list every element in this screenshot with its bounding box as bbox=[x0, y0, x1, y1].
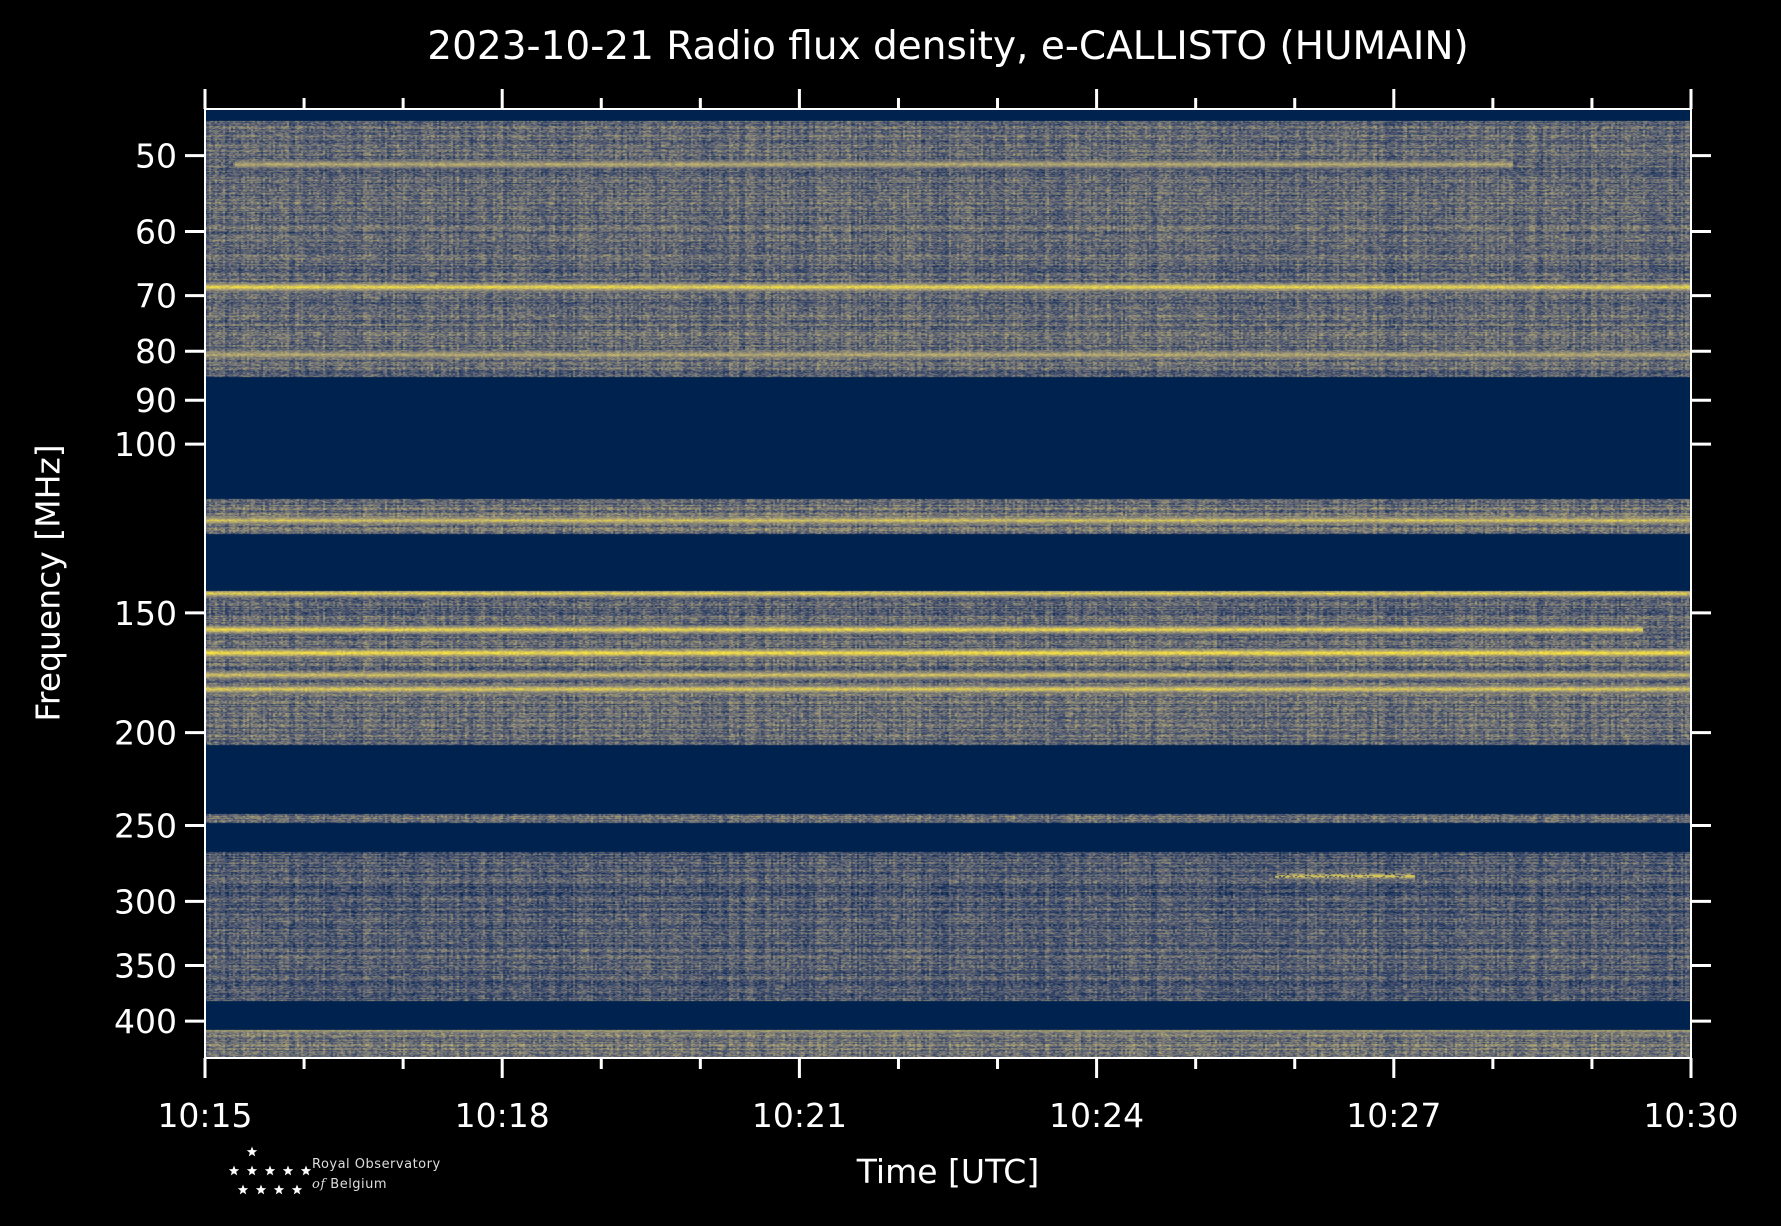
y-tick-label: 150 bbox=[114, 594, 177, 633]
logo-line-2: Belgium bbox=[330, 1177, 388, 1192]
star-icon bbox=[228, 1165, 240, 1176]
x-tick-label: 10:30 bbox=[1643, 1096, 1738, 1135]
y-tick-label: 300 bbox=[114, 882, 177, 921]
star-icon bbox=[255, 1184, 267, 1195]
x-tick-label: 10:24 bbox=[1049, 1096, 1144, 1135]
x-tick-label: 10:27 bbox=[1346, 1096, 1441, 1135]
logo-text: Royal Observatory of Belgium bbox=[312, 1155, 441, 1195]
y-tick-label: 90 bbox=[135, 381, 177, 420]
x-tick-label: 10:18 bbox=[455, 1096, 550, 1135]
royal-observatory-stars-logo-icon bbox=[228, 1146, 312, 1195]
x-tick-label: 10:15 bbox=[157, 1096, 252, 1135]
star-icon bbox=[273, 1184, 285, 1195]
star-icon bbox=[237, 1184, 249, 1195]
y-axis-label: Frequency [MHz] bbox=[28, 444, 68, 722]
y-tick-label: 200 bbox=[114, 714, 177, 753]
y-tick-label: 400 bbox=[114, 1002, 177, 1041]
star-icon bbox=[300, 1165, 312, 1176]
y-tick-label: 350 bbox=[114, 946, 177, 985]
y-tick-label: 250 bbox=[114, 806, 177, 845]
spectrogram-heatmap bbox=[205, 109, 1691, 1058]
chart-title: 2023-10-21 Radio flux density, e-CALLIST… bbox=[427, 24, 1469, 69]
star-icon bbox=[291, 1184, 303, 1195]
x-axis-label: Time [UTC] bbox=[856, 1152, 1040, 1191]
x-tick-label: 10:21 bbox=[752, 1096, 847, 1135]
spectrogram-plot-area bbox=[205, 109, 1691, 1058]
y-tick-label: 70 bbox=[135, 277, 177, 316]
star-icon bbox=[246, 1165, 258, 1176]
plot-frame bbox=[204, 108, 1692, 1059]
star-icon bbox=[282, 1165, 294, 1176]
star-icon bbox=[264, 1165, 276, 1176]
logo-line-1: Royal Observatory bbox=[312, 1157, 441, 1172]
y-tick-label: 100 bbox=[114, 425, 177, 464]
y-tick-label: 80 bbox=[135, 332, 177, 371]
y-tick-label: 60 bbox=[135, 212, 177, 251]
y-tick-label: 50 bbox=[135, 137, 177, 176]
star-icon bbox=[246, 1146, 258, 1157]
logo-line-2-italic: of bbox=[312, 1177, 326, 1192]
